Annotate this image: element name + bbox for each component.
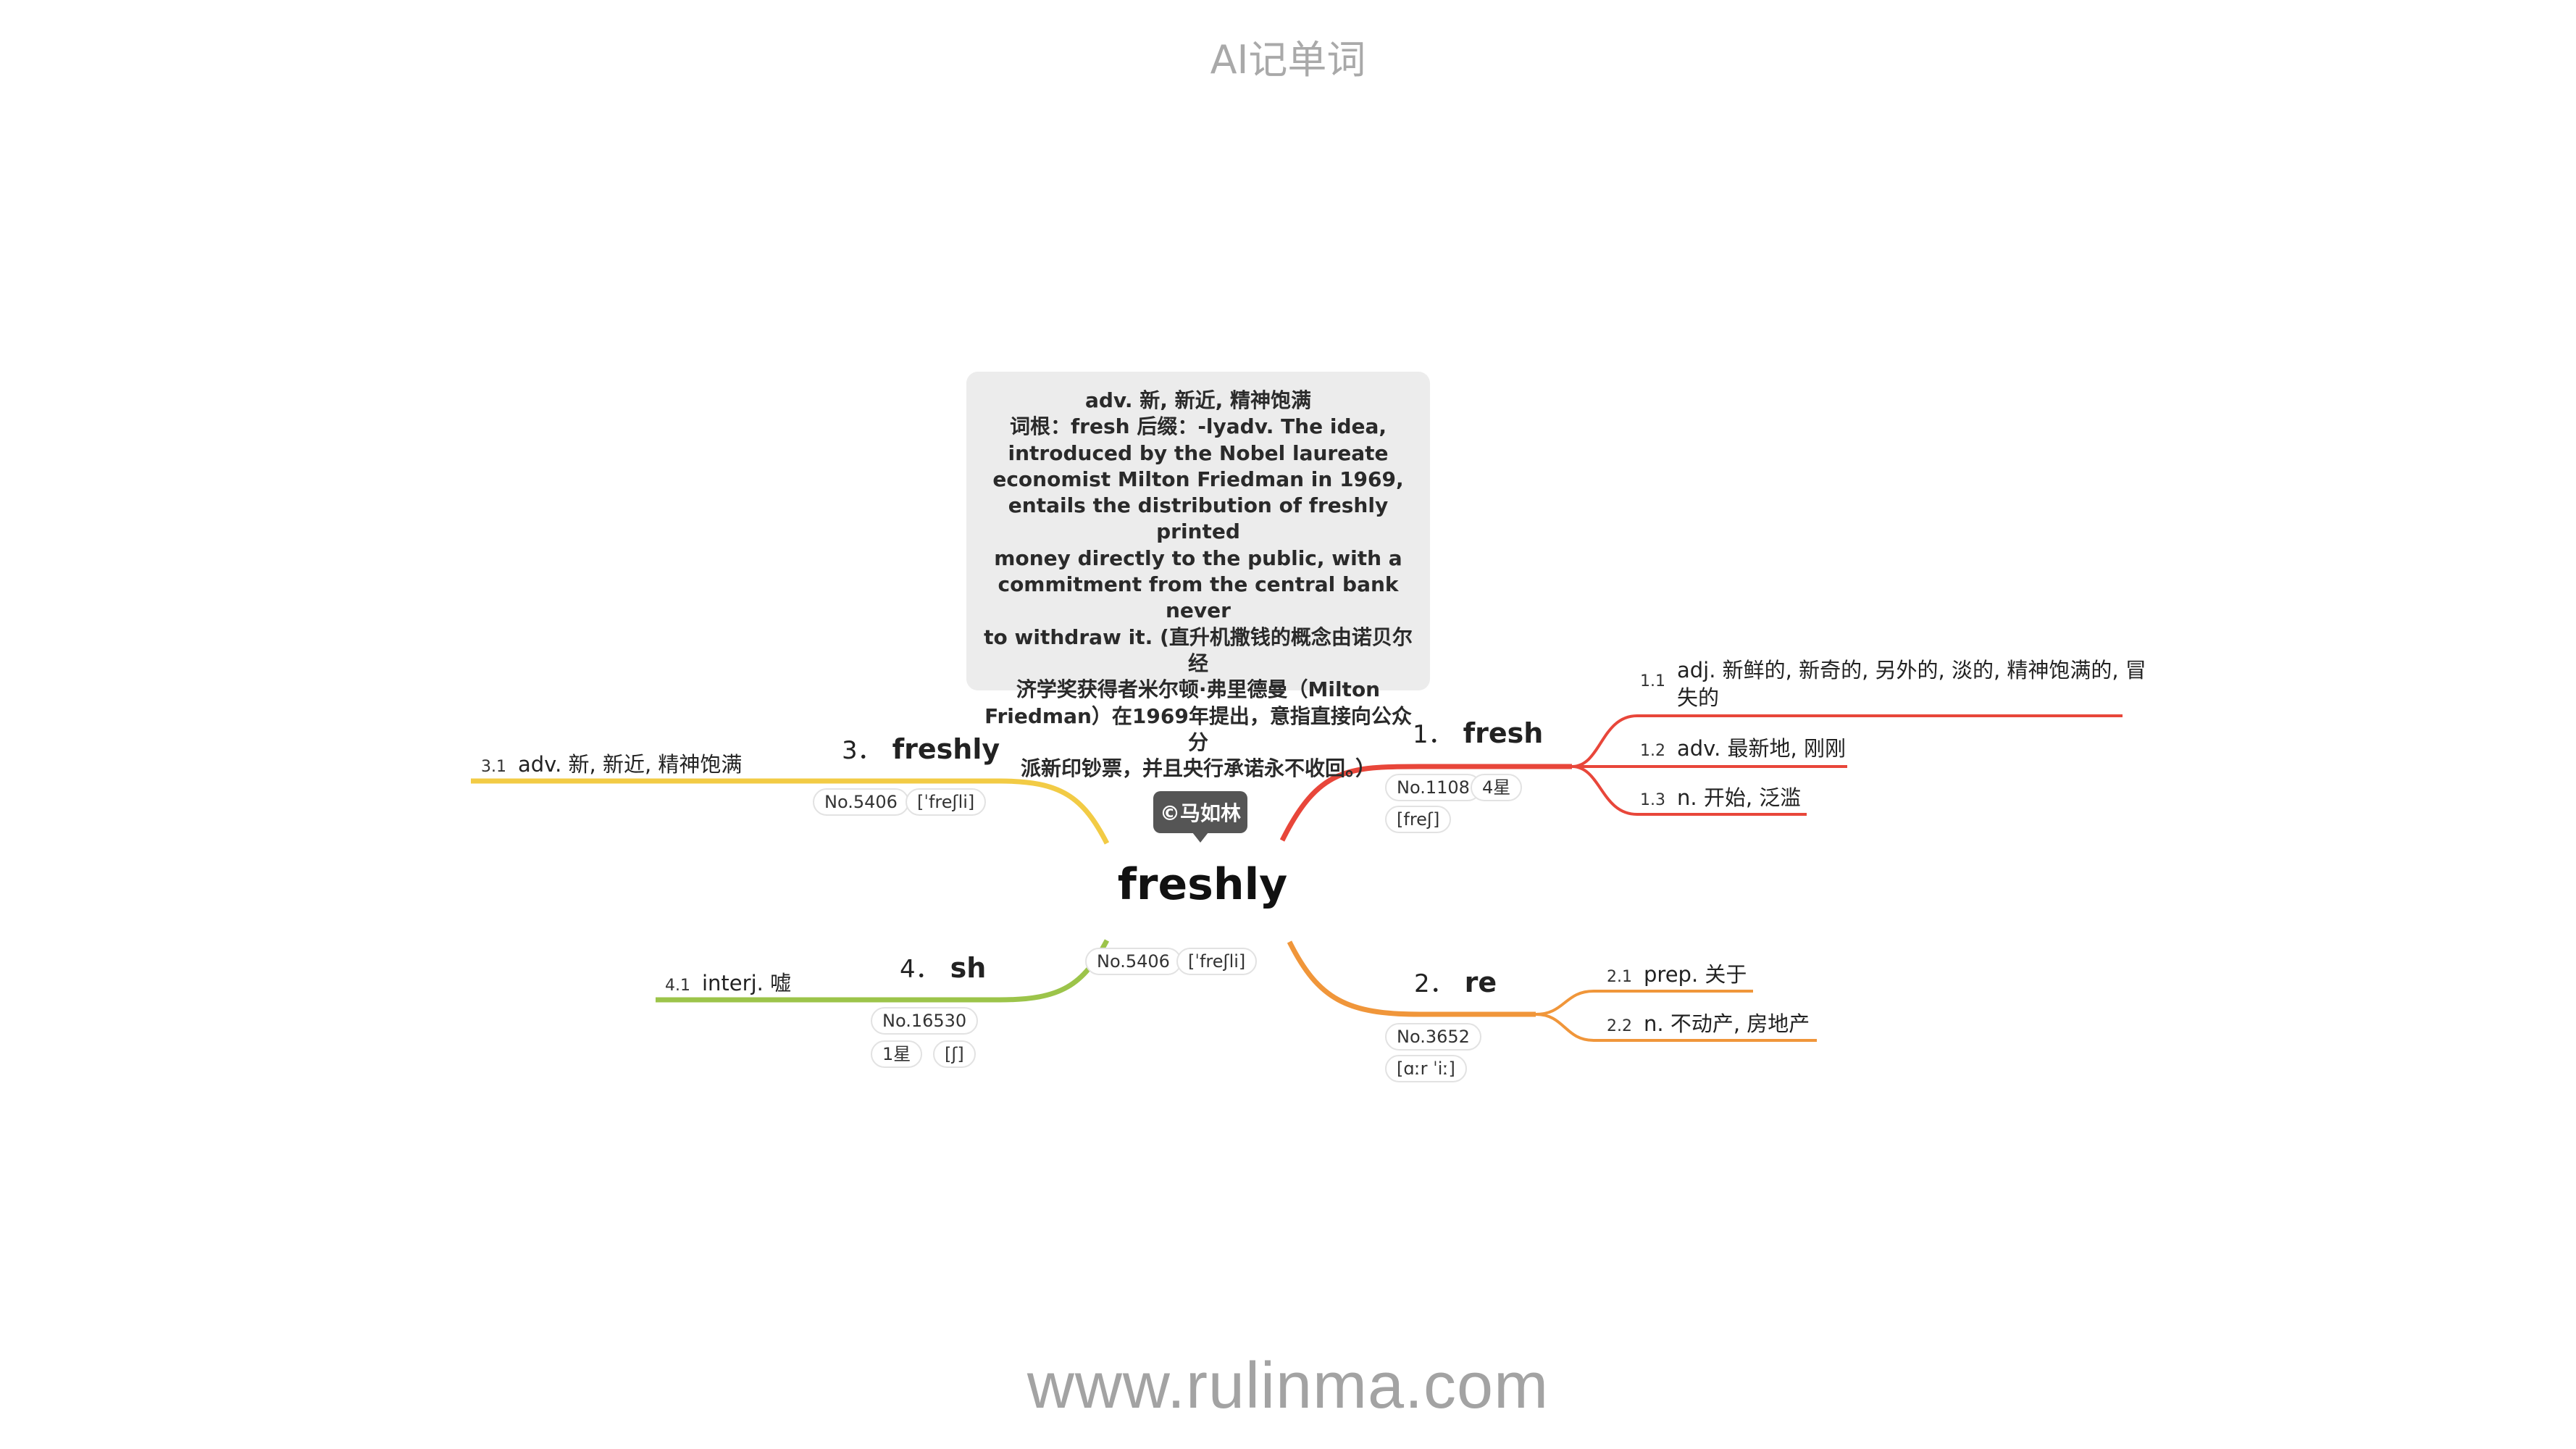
sub-text: adv. 新, 新近, 精神饱满 (518, 752, 743, 777)
branch-3-number: 3． (842, 736, 882, 765)
header-title: AI记单词 (1210, 37, 1366, 83)
note-line: to withdraw it. (直升机撒钱的概念由诺贝尔经 (984, 625, 1413, 675)
branch-4-sub-1[interactable]: 4.1 interj. 嘘 (665, 966, 791, 997)
branch-1-number: 1． (1413, 720, 1453, 749)
branch-2-sub-1-line (1535, 990, 1753, 1016)
branch-2-number-tag: No.3652 (1385, 1023, 1481, 1051)
branch-4-word: sh (950, 952, 987, 984)
sub-number: 1.1 (1640, 672, 1665, 690)
central-word[interactable]: freshly (1117, 859, 1288, 910)
note-line: commitment from the central bank never (998, 572, 1399, 623)
central-phonetic-tag: [ˈfreʃli] (1176, 948, 1258, 975)
branch-1-sub-3[interactable]: 1.3 n. 开始, 泛滥 (1640, 781, 1801, 811)
branch-4-number: 4． (900, 955, 940, 984)
branch-1-number-tag: No.1108 (1385, 774, 1481, 801)
branch-1-rating-tag: 4星 (1471, 774, 1523, 801)
central-number-tag: No.5406 (1085, 948, 1182, 975)
sub-text: adj. 新鲜的, 新奇的, 另外的, 淡的, 精神饱满的, 冒失的 (1677, 656, 2146, 711)
branch-2-sub-2[interactable]: 2.2 n. 不动产, 房地产 (1607, 1007, 1810, 1037)
branch-3-number-tag: No.5406 (813, 788, 909, 816)
sub-text: n. 开始, 泛滥 (1677, 785, 1802, 810)
branch-3-word: freshly (892, 733, 1000, 765)
sub-text: n. 不动产, 房地产 (1644, 1011, 1810, 1036)
branch-2-phonetic-tag: [ɑːr ˈiː] (1385, 1055, 1467, 1082)
note-line: Friedman）在1969年提出，意指直接向公众分 (984, 703, 1412, 754)
branch-1-title[interactable]: 1． fresh (1413, 714, 1543, 750)
branch-1-sub-2[interactable]: 1.2 adv. 最新地, 刚刚 (1640, 732, 1846, 762)
branch-2-curve (1287, 940, 1536, 1017)
branch-1-sub-1[interactable]: 1.1 adj. 新鲜的, 新奇的, 另外的, 淡的, 精神饱满的, 冒失的 (1640, 656, 2146, 711)
branch-3-sub-1[interactable]: 3.1 adv. 新, 新近, 精神饱满 (481, 748, 742, 778)
note-line: introduced by the Nobel laureate (1008, 440, 1389, 465)
branch-2-sub-1[interactable]: 2.1 prep. 关于 (1607, 958, 1747, 988)
branch-2-word: re (1464, 966, 1497, 998)
sub-number: 2.2 (1607, 1017, 1632, 1035)
branch-3-curve (471, 778, 1110, 845)
branch-1-curve (1279, 764, 1572, 842)
branch-2-number: 2． (1414, 969, 1455, 998)
branch-4-rating-tag: 1星 (871, 1040, 923, 1068)
note-line: economist Milton Friedman in 1969, (992, 467, 1404, 491)
branch-2-sub-2-line (1535, 1013, 1817, 1042)
branch-1-sub-1-line (1571, 714, 2123, 768)
branch-2-title[interactable]: 2． re (1414, 964, 1497, 999)
sub-number: 2.1 (1607, 968, 1632, 986)
footer-url[interactable]: www.rulinma.com (1026, 1350, 1550, 1422)
sub-text-line: adj. 新鲜的, 新奇的, 另外的, 淡的, 精神饱满的, 冒 (1677, 658, 2146, 682)
sub-text: adv. 最新地, 刚刚 (1677, 736, 1846, 761)
watermark-badge-pointer (1192, 832, 1208, 843)
note-line: money directly to the public, with a (994, 546, 1402, 570)
sub-number: 3.1 (481, 758, 506, 776)
branch-4-phonetic-tag: [ʃ] (933, 1040, 976, 1068)
note-line: 词根：fresh 后缀：-lyadv. The idea, (1009, 414, 1387, 439)
note-line: 派新印钞票，并且央行承诺永不收回。） (1020, 756, 1376, 781)
note-line: 济学奖获得者米尔顿·弗里德曼（Milton (1016, 677, 1381, 702)
definition-note: adv. 新, 新近, 精神饱满 词根：fresh 后缀：-lyadv. The… (966, 372, 1430, 780)
sub-number: 1.2 (1640, 742, 1665, 760)
sub-text: prep. 关于 (1644, 962, 1747, 987)
branch-4-number-tag: No.16530 (871, 1007, 979, 1035)
sub-number: 1.3 (1640, 791, 1665, 809)
note-line: adv. 新, 新近, 精神饱满 (1084, 388, 1312, 412)
sub-text-line: 失的 (1677, 685, 1720, 710)
branch-4-title[interactable]: 4． sh (900, 949, 986, 985)
branch-1-phonetic-tag: [freʃ] (1385, 806, 1452, 833)
branch-1-word: fresh (1463, 717, 1544, 749)
sub-number: 4.1 (665, 977, 690, 995)
note-line: entails the distribution of freshly prin… (1008, 493, 1389, 544)
branch-3-title[interactable]: 3． freshly (842, 730, 1000, 766)
sub-text: interj. 嘘 (702, 971, 792, 995)
branch-1-sub-3-line (1571, 765, 1807, 816)
branch-3-phonetic-tag: [ˈfreʃli] (906, 788, 987, 816)
watermark-badge: ©马如林 (1153, 791, 1247, 833)
